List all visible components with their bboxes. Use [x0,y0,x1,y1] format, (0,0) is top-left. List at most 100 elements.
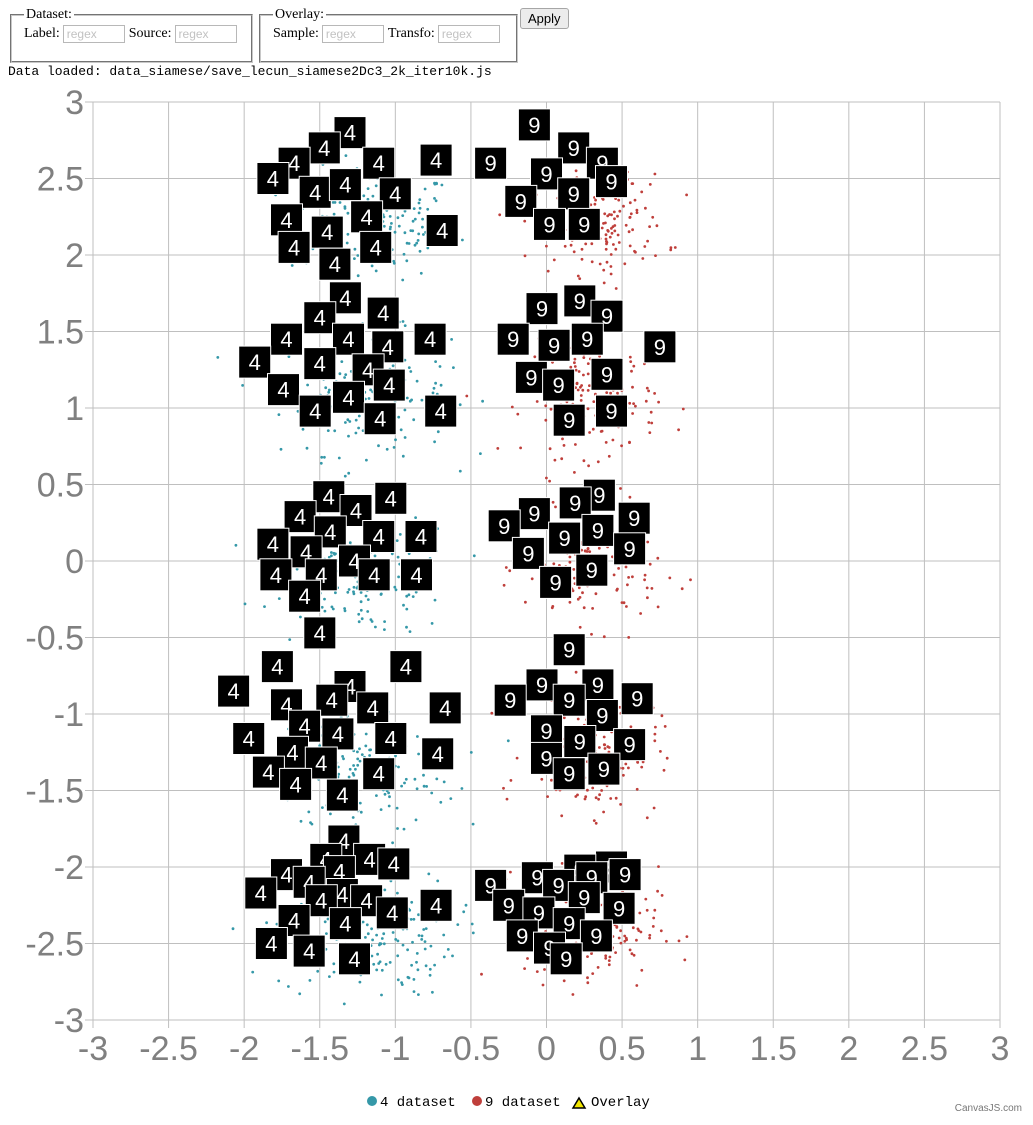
source-regex-input[interactable] [174,25,237,43]
data-point-4-dataset [366,932,370,936]
digit-thumbnail-9: 9 [530,157,563,191]
thumbnail-digit: 4 [435,399,447,424]
y-tick-label: 2.5 [37,161,84,199]
data-point-4-dataset [405,594,409,598]
data-point-9-dataset [498,213,502,217]
data-point-4-dataset [403,408,407,412]
data-point-9-dataset [586,372,590,376]
data-point-4-dataset [436,879,440,883]
data-point-4-dataset [287,355,291,358]
data-point-4-dataset [365,458,368,462]
digit-thumbnail-4: 4 [404,520,438,553]
thumbnail-digit: 4 [368,563,380,588]
data-point-4-dataset [366,598,370,601]
data-point-9-dataset [647,421,651,424]
thumbnail-frame [315,683,349,717]
data-point-9-dataset [631,228,634,232]
thumbnail-digit: 4 [348,947,360,972]
data-point-9-dataset [621,766,625,770]
data-point-4-dataset [359,810,363,814]
data-point-4-dataset [433,963,436,967]
thumbnail-digit: 4 [315,889,327,914]
data-point-4-dataset [442,780,446,784]
data-point-4-dataset [397,224,401,228]
legend-item-9-dataset[interactable]: 9 dataset [472,1095,561,1111]
data-point-9-dataset [614,951,617,954]
transfo-regex-input[interactable] [437,25,500,43]
data-point-9-dataset [633,198,637,202]
data-point-9-dataset [673,246,677,249]
data-point-9-dataset [653,172,657,176]
data-point-4-dataset [344,373,348,376]
data-point-9-dataset [602,281,606,285]
data-point-9-dataset [573,471,576,474]
data-point-4-dataset [356,254,360,257]
data-point-9-dataset [629,212,633,216]
data-point-9-dataset [562,444,566,447]
data-point-9-dataset [574,443,577,446]
thumbnail-frame [283,500,317,534]
data-point-9-dataset [596,460,600,464]
data-point-4-dataset [422,233,425,236]
thumbnail-digit: 4 [271,655,283,680]
data-point-4-dataset [430,622,434,625]
thumbnail-frame [357,558,391,592]
data-point-9-dataset [669,246,673,250]
data-point-9-dataset [616,391,619,395]
data-point-9-dataset [623,262,627,266]
data-point-4-dataset [436,430,440,434]
data-point-9-dataset [622,204,625,208]
thumbnail-frame [570,322,604,356]
digit-thumbnail-4: 4 [419,143,453,177]
sample-regex-input[interactable] [321,25,384,43]
data-point-9-dataset [580,257,584,261]
data-point-9-dataset [480,972,483,976]
data-point-9-dataset [604,247,608,251]
data-point-4-dataset [331,607,335,611]
data-point-4-dataset [364,744,368,748]
legend-item-4-dataset[interactable]: 4 dataset [367,1095,456,1111]
data-point-9-dataset [584,549,587,553]
thumbnail-digit: 4 [318,136,330,161]
data-point-4-dataset [426,246,430,250]
digit-thumbnail-9: 9 [595,165,628,199]
data-point-4-dataset [433,181,436,185]
data-point-4-dataset [337,456,341,460]
thumbnail-frame [558,486,592,520]
data-point-9-dataset [568,555,572,559]
data-point-9-dataset [490,711,494,715]
legend-item-overlay[interactable]: Overlay [571,1095,650,1111]
digit-thumbnail-4: 4 [303,301,337,335]
apply-button[interactable]: Apply [520,8,569,29]
thumbnail-digit: 4 [362,358,374,383]
data-point-4-dataset [408,630,412,633]
data-point-4-dataset [231,927,235,931]
label-regex-input[interactable] [62,25,125,43]
x-tick-label: -3 [78,1030,108,1068]
digit-thumbnail-9: 9 [530,714,563,748]
data-point-9-dataset [580,247,584,251]
data-point-9-dataset [659,750,662,753]
data-point-4-dataset [419,271,423,275]
thumbnail-frame [525,292,559,326]
data-point-4-dataset [405,607,409,611]
data-point-4-dataset [241,384,245,387]
thumbnail-digit: 4 [400,655,412,680]
thumbnail-digit: 4 [267,532,279,557]
thumbnail-digit: 4 [373,762,385,787]
data-point-9-dataset [523,219,527,223]
data-point-4-dataset [287,985,290,988]
thumbnail-frame [496,322,530,356]
thumbnail-digit: 4 [265,932,277,957]
data-point-4-dataset [450,338,453,341]
x-tick-label: 2.5 [901,1030,948,1068]
data-point-9-dataset [596,966,600,969]
chart-legend[interactable]: 4 dataset 9 dataset Overlay [367,1095,650,1111]
data-point-4-dataset [316,969,320,973]
canvasjs-credit[interactable]: CanvasJS.com [955,1103,1022,1114]
thumbnail-digit: 9 [560,947,572,972]
thumbnail-frame [332,322,365,356]
thumbnail-frame [419,888,453,922]
data-point-9-dataset [653,732,657,736]
data-point-9-dataset [605,240,608,243]
